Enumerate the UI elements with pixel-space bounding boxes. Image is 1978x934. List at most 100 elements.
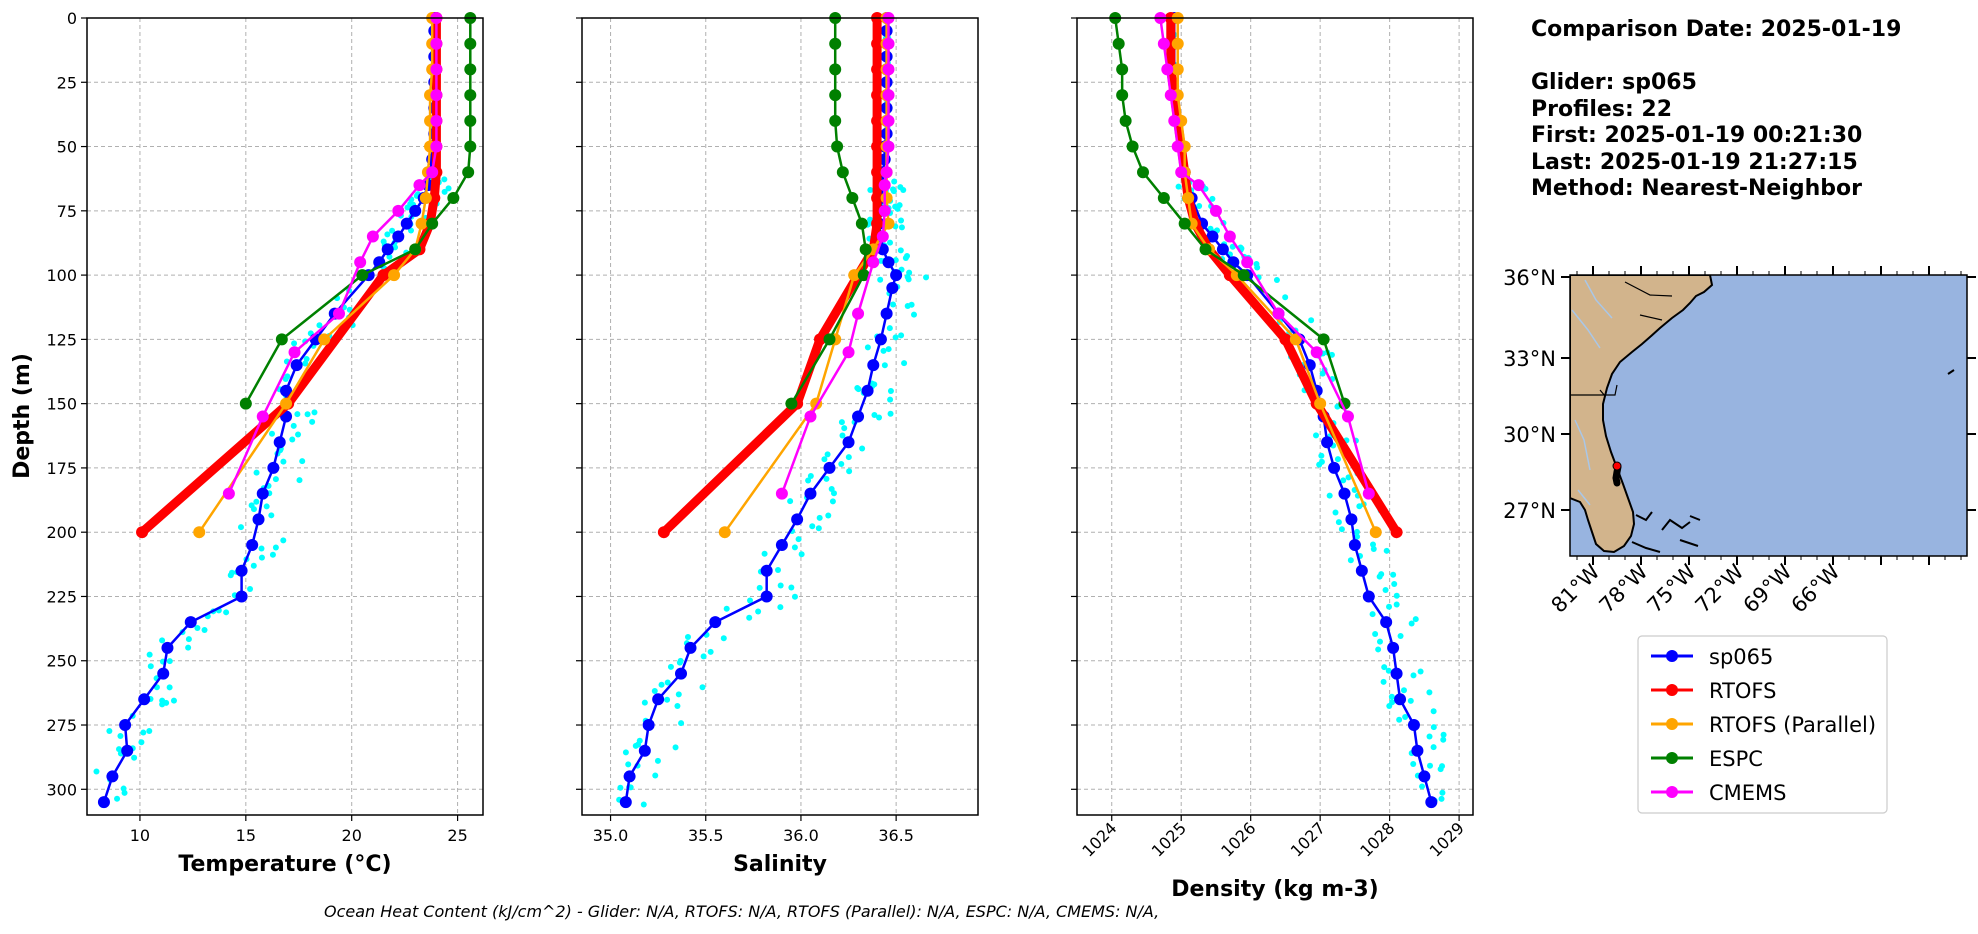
location-map: 36°N 33°N 30°N 27°N 81°W78°W75°W72°W69°W66°W bbox=[1503, 266, 1976, 618]
glider-profile-point bbox=[1282, 294, 1289, 301]
glider-profile-point bbox=[1419, 783, 1426, 790]
glider-profile-point bbox=[1334, 456, 1341, 463]
data-point-cmems bbox=[882, 63, 895, 76]
glider-profile-point bbox=[839, 432, 846, 439]
glider-profile-point bbox=[1439, 789, 1446, 796]
glider-profile-point bbox=[720, 635, 727, 642]
glider-profile-point bbox=[1380, 678, 1387, 685]
data-point-rtofs-parallel- bbox=[718, 526, 731, 539]
axes-frame bbox=[581, 17, 979, 816]
glider-profile-point bbox=[845, 454, 852, 461]
x-tick-label: 35.0 bbox=[593, 826, 629, 845]
glider-profile-point bbox=[699, 684, 706, 691]
data-point-cmems bbox=[1223, 230, 1236, 243]
x-tick-label: 1026 bbox=[1217, 818, 1259, 860]
data-point-sp065 bbox=[867, 359, 880, 372]
data-point-cmems bbox=[222, 487, 235, 500]
glider-profile-point bbox=[1389, 699, 1396, 706]
glider-profile-point bbox=[1402, 713, 1409, 720]
glider-profile-point bbox=[1396, 716, 1403, 723]
data-point-sp065 bbox=[1206, 230, 1219, 243]
glider-profile-point bbox=[674, 702, 681, 709]
data-point-sp065 bbox=[1387, 641, 1400, 654]
map-lat-label: 30°N bbox=[1503, 423, 1556, 447]
glider-profile-point bbox=[1430, 724, 1437, 731]
glider-profile-point bbox=[815, 525, 822, 532]
glider-profile-point bbox=[389, 227, 396, 234]
x-tick-label: 1025 bbox=[1148, 818, 1190, 860]
glider-profile-point bbox=[821, 456, 828, 463]
glider-profile-point bbox=[140, 729, 147, 736]
data-point-sp065 bbox=[252, 513, 265, 526]
y-tick-label: 175 bbox=[46, 459, 77, 478]
map-land bbox=[1570, 275, 1714, 554]
glider-profile-point bbox=[1426, 689, 1433, 696]
salinity-panel: 35.0 35.5 36.0 36.5 Salinity bbox=[576, 12, 979, 877]
glider-profile-point bbox=[777, 582, 784, 589]
data-point-sp065 bbox=[804, 487, 817, 500]
data-point-cmems bbox=[1171, 140, 1184, 153]
x-tick-label: 10 bbox=[130, 826, 150, 845]
map-lon-label: 78°W bbox=[1595, 559, 1653, 617]
data-point-sp065 bbox=[1425, 796, 1438, 809]
data-point-sp065 bbox=[400, 217, 413, 230]
map-lat-label: 27°N bbox=[1503, 499, 1556, 523]
glider-profile-point bbox=[867, 216, 874, 223]
data-point-espc bbox=[1112, 37, 1125, 50]
data-point-cmems bbox=[804, 410, 817, 423]
data-point-rtofs-parallel- bbox=[880, 191, 893, 204]
data-point-cmems bbox=[392, 204, 405, 217]
glider-profile-point bbox=[1354, 528, 1361, 535]
data-point-cmems bbox=[430, 140, 443, 153]
glider-profile-point bbox=[1408, 620, 1415, 627]
glider-profile-point bbox=[404, 204, 411, 211]
glider-profile-point bbox=[159, 701, 166, 708]
glider-profile-point bbox=[384, 231, 391, 238]
data-point-sp065 bbox=[874, 333, 887, 346]
data-point-espc bbox=[1199, 243, 1212, 256]
data-point-sp065 bbox=[638, 744, 651, 757]
glider-profile-point bbox=[120, 785, 127, 792]
data-point-sp065 bbox=[246, 539, 259, 552]
glider-profile-point bbox=[1430, 744, 1437, 751]
x-tick-label: 25 bbox=[447, 826, 467, 845]
data-point-sp065 bbox=[861, 384, 874, 397]
y-tick-label: 275 bbox=[46, 716, 77, 735]
data-point-rtofs bbox=[871, 217, 884, 230]
data-point-sp065 bbox=[791, 513, 804, 526]
glider-profile-point bbox=[1400, 687, 1407, 694]
y-tick-label: 150 bbox=[46, 395, 77, 414]
data-point-sp065 bbox=[1390, 667, 1403, 680]
data-point-espc bbox=[356, 269, 369, 282]
glider-profile-point bbox=[755, 608, 762, 615]
glider-profile-point bbox=[303, 355, 310, 362]
data-point-rtofs-parallel- bbox=[848, 269, 861, 282]
data-point-sp065 bbox=[1362, 590, 1375, 603]
data-point-rtofs-parallel- bbox=[419, 191, 432, 204]
glider-profile-point bbox=[1175, 183, 1182, 190]
glider-profile-point bbox=[825, 512, 832, 519]
glider-profile-point bbox=[272, 476, 279, 483]
y-tick-label: 50 bbox=[57, 138, 77, 157]
glider-profile-point bbox=[684, 633, 691, 640]
data-point-espc bbox=[1317, 333, 1330, 346]
x-axis-label: Density (kg m-3) bbox=[1171, 877, 1379, 902]
data-point-cmems bbox=[1272, 307, 1285, 320]
glider-profile-point bbox=[1338, 526, 1345, 533]
legend: sp065 RTOFS RTOFS (Parallel) ESPC CMEMS bbox=[1637, 635, 1888, 814]
data-point-espc bbox=[1116, 63, 1129, 76]
glider-profile-point bbox=[1313, 432, 1320, 439]
data-point-cmems bbox=[430, 89, 443, 102]
data-point-cmems bbox=[430, 63, 443, 76]
glider-profile-point bbox=[1438, 795, 1445, 802]
glider-profile-point bbox=[1410, 761, 1417, 768]
data-point-sp065 bbox=[409, 204, 422, 217]
glider-profile-point bbox=[1335, 519, 1342, 526]
data-point-cmems bbox=[882, 89, 895, 102]
x-tick-label: 1029 bbox=[1426, 818, 1468, 860]
glider-profile-point bbox=[640, 801, 647, 808]
glider-profile-point bbox=[1430, 708, 1437, 715]
glider-position-marker bbox=[1612, 461, 1622, 471]
glider-profile-point bbox=[672, 744, 679, 751]
glider-profile-point bbox=[901, 360, 908, 367]
